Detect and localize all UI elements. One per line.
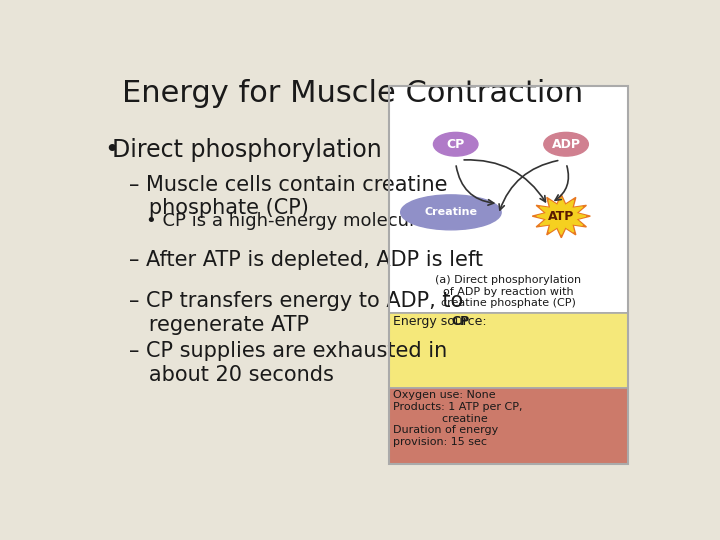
Ellipse shape xyxy=(433,132,478,156)
Polygon shape xyxy=(536,198,586,234)
Text: – Muscle cells contain creatine
   phosphate (CP): – Muscle cells contain creatine phosphat… xyxy=(129,175,448,218)
FancyBboxPatch shape xyxy=(389,388,629,464)
Text: – After ATP is depleted, ADP is left: – After ATP is depleted, ADP is left xyxy=(129,250,483,270)
Text: Direct phosphorylation: Direct phosphorylation xyxy=(112,138,382,161)
FancyBboxPatch shape xyxy=(389,313,629,388)
Text: •: • xyxy=(104,138,119,161)
Text: CP: CP xyxy=(446,138,465,151)
Ellipse shape xyxy=(401,195,501,230)
Polygon shape xyxy=(532,194,590,238)
Text: Creatine: Creatine xyxy=(424,207,477,217)
Text: Oxygen use: None
Products: 1 ATP per CP,
              creatine
Duration of ener: Oxygen use: None Products: 1 ATP per CP,… xyxy=(393,390,523,447)
Text: ATP: ATP xyxy=(548,210,575,222)
Text: • CP is a high-energy molecule: • CP is a high-energy molecule xyxy=(145,212,425,231)
Text: – CP transfers energy to ADP, to
   regenerate ATP: – CP transfers energy to ADP, to regener… xyxy=(129,292,463,335)
Text: Energy for Muscle Contraction: Energy for Muscle Contraction xyxy=(122,79,583,109)
FancyBboxPatch shape xyxy=(389,85,629,313)
Ellipse shape xyxy=(544,132,588,156)
Text: – CP supplies are exhausted in
   about 20 seconds: – CP supplies are exhausted in about 20 … xyxy=(129,341,447,384)
Text: ADP: ADP xyxy=(552,138,580,151)
Text: CP: CP xyxy=(451,315,470,328)
Text: Energy source:: Energy source: xyxy=(393,315,490,328)
Text: (a) Direct phosphorylation
of ADP by reaction with
creatine phosphate (CP): (a) Direct phosphorylation of ADP by rea… xyxy=(436,275,582,308)
